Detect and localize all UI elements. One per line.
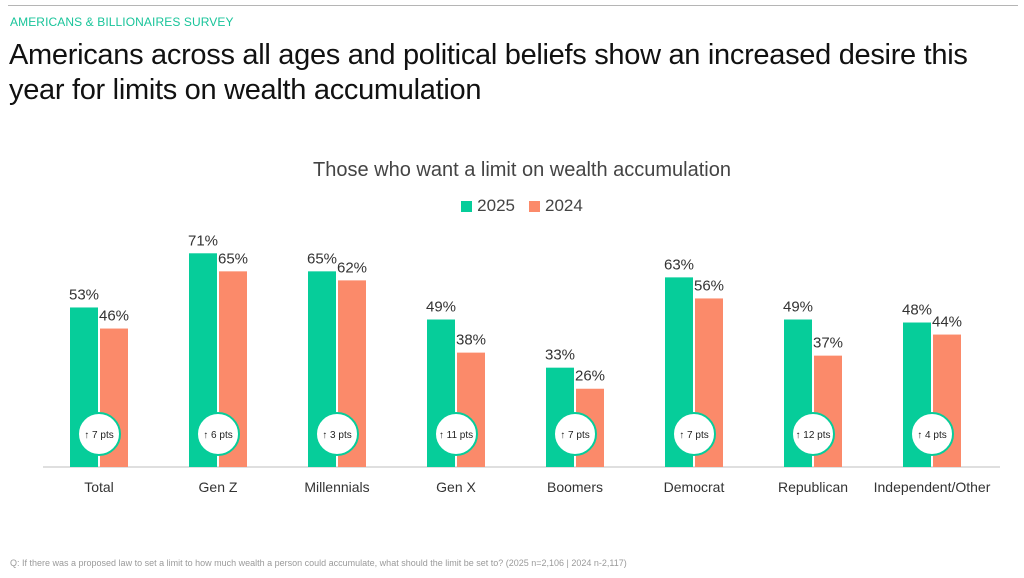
change-label-boomers: ↑ 7 pts (560, 430, 589, 441)
category-label-boomers: Boomers (547, 479, 603, 495)
legend-item-2024: 2024 (529, 196, 583, 216)
legend-label-2025: 2025 (477, 196, 515, 215)
change-label-democrat: ↑ 7 pts (679, 430, 708, 441)
change-label-independent-other: ↑ 4 pts (917, 430, 946, 441)
change-badge-democrat (672, 412, 716, 456)
legend-swatch-2025 (461, 200, 473, 212)
change-label-total: ↑ 7 pts (84, 430, 113, 441)
change-badge-total (77, 412, 121, 456)
change-badge-republican (791, 412, 835, 456)
value-label-2025-democrat: 63% (664, 256, 694, 273)
change-label-republican: ↑ 12 pts (795, 430, 830, 441)
category-label-gen-z: Gen Z (199, 479, 238, 495)
page-title: Americans across all ages and political … (9, 39, 968, 106)
category-label-gen-x: Gen X (436, 479, 476, 495)
value-label-2025-gen-z: 71% (188, 232, 218, 249)
chart-title: Those who want a limit on wealth accumul… (313, 159, 731, 181)
value-label-2025-boomers: 33% (545, 347, 575, 364)
value-label-2024-republican: 37% (813, 335, 843, 352)
value-label-2024-gen-x: 38% (456, 332, 486, 349)
value-label-2024-gen-z: 65% (218, 250, 248, 267)
category-label-independent-other: Independent/Other (874, 479, 991, 495)
change-badge-gen-x (434, 412, 478, 456)
value-label-2024-boomers: 26% (575, 368, 605, 385)
category-label-total: Total (84, 479, 114, 495)
change-badge-millennials (315, 412, 359, 456)
value-label-2025-independent-other: 48% (902, 302, 932, 319)
change-badge-boomers (553, 412, 597, 456)
category-label-democrat: Democrat (664, 479, 725, 495)
value-label-2024-millennials: 62% (337, 259, 367, 276)
value-label-2025-gen-x: 49% (426, 299, 456, 316)
legend-label-2024: 2024 (545, 196, 583, 215)
top-divider (8, 5, 1018, 6)
legend-item-2025: 2025 (461, 196, 515, 216)
value-label-2024-democrat: 56% (694, 277, 724, 294)
survey-eyebrow: AMERICANS & BILLIONAIRES SURVEY (10, 15, 234, 29)
category-label-millennials: Millennials (304, 479, 369, 495)
survey-question-footnote: Q: If there was a proposed law to set a … (10, 558, 627, 568)
change-label-gen-z: ↑ 6 pts (203, 430, 232, 441)
change-badge-gen-z (196, 412, 240, 456)
value-label-2025-republican: 49% (783, 299, 813, 316)
legend-swatch-2024 (529, 200, 540, 212)
category-label-republican: Republican (778, 479, 848, 495)
value-label-2025-millennials: 65% (307, 250, 337, 267)
value-label-2024-total: 46% (99, 308, 129, 325)
chart-legend: 2025 2024 (0, 196, 1024, 216)
change-badge-independent-other (910, 412, 954, 456)
value-label-2025-total: 53% (69, 286, 99, 303)
change-label-millennials: ↑ 3 pts (322, 430, 351, 441)
value-label-2024-independent-other: 44% (932, 314, 962, 331)
change-label-gen-x: ↑ 11 pts (439, 430, 473, 441)
